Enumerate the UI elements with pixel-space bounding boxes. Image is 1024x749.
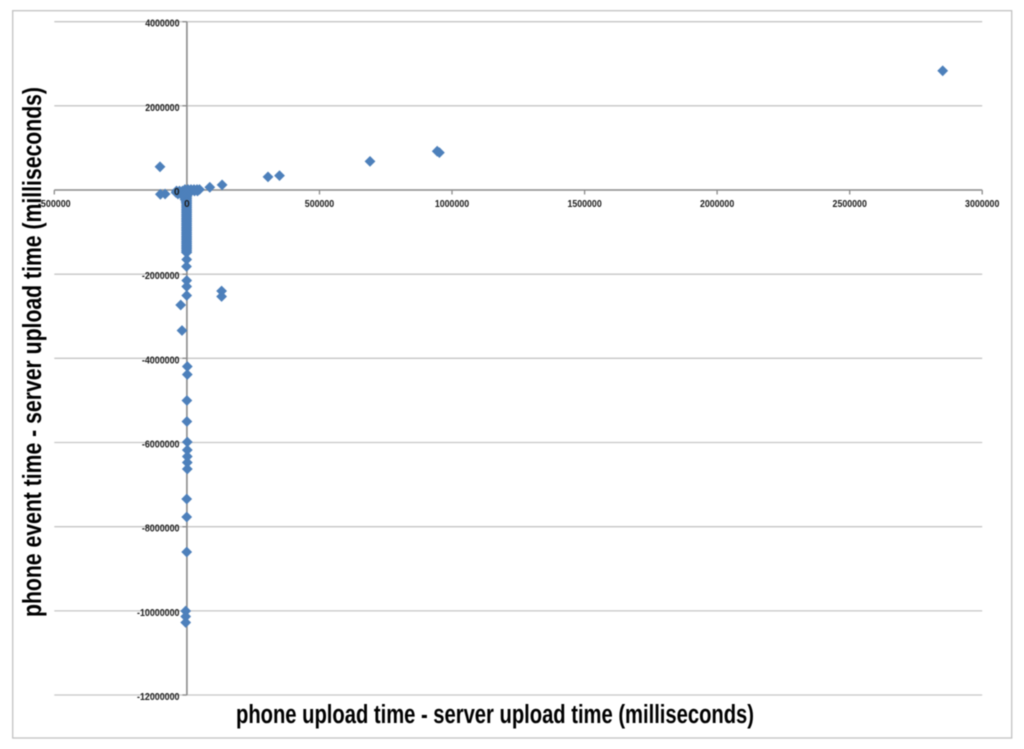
svg-text:2000000: 2000000: [700, 199, 735, 210]
svg-text:500000: 500000: [305, 199, 335, 210]
svg-text:-6000000: -6000000: [142, 440, 180, 451]
svg-text:1000000: 1000000: [435, 199, 470, 210]
svg-text:phone upload time - server upl: phone upload time - server upload time (…: [236, 701, 754, 729]
svg-text:-2000000: -2000000: [142, 271, 180, 282]
svg-text:-12000000: -12000000: [137, 692, 180, 703]
svg-text:2500000: 2500000: [833, 199, 868, 210]
svg-text:-10000000: -10000000: [137, 608, 180, 619]
svg-text:phone event time - server uplo: phone event time - server upload time (m…: [19, 87, 47, 617]
svg-text:2000000: 2000000: [145, 103, 180, 114]
svg-text:-500000: -500000: [38, 199, 71, 210]
svg-text:0: 0: [184, 199, 190, 210]
svg-text:-4000000: -4000000: [142, 355, 180, 366]
svg-text:1500000: 1500000: [567, 199, 602, 210]
svg-text:0: 0: [174, 187, 180, 198]
svg-text:-8000000: -8000000: [142, 524, 180, 535]
svg-text:3000000: 3000000: [965, 199, 1000, 210]
svg-text:4000000: 4000000: [145, 19, 180, 30]
